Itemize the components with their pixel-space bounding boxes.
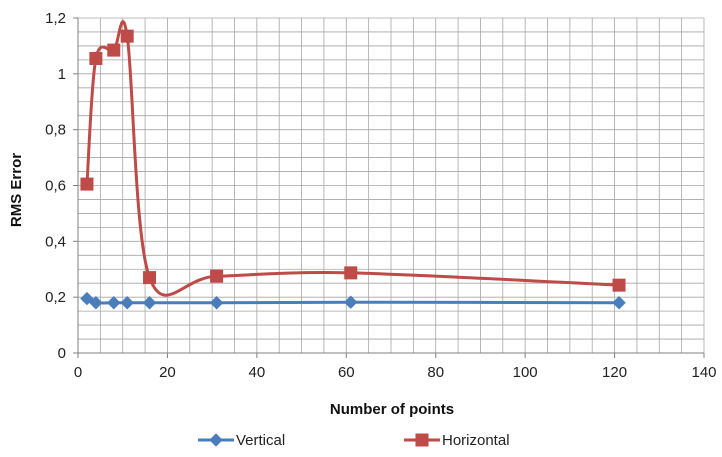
y-tick-label: 1 <box>58 66 66 83</box>
axes <box>73 17 705 358</box>
y-tick-label: 0,4 <box>45 233 66 250</box>
legend-marker-horizontal <box>415 433 429 447</box>
data-point-horizontal <box>344 266 358 280</box>
x-tick-label: 20 <box>159 364 176 381</box>
y-tick-label: 0,2 <box>45 289 66 306</box>
x-tick-label: 80 <box>427 364 444 381</box>
series-line-horizontal <box>85 20 620 297</box>
data-point-vertical <box>107 296 121 310</box>
x-axis-title: Number of points <box>330 401 454 418</box>
series-lines <box>85 20 620 305</box>
data-point-horizontal <box>80 177 94 191</box>
data-point-vertical <box>612 296 626 310</box>
data-point-horizontal <box>120 29 134 43</box>
x-tick-label: 60 <box>338 364 355 381</box>
x-tick-label: 100 <box>513 364 538 381</box>
data-point-vertical <box>209 296 224 310</box>
x-tick-label: 40 <box>249 364 266 381</box>
data-point-horizontal <box>107 43 121 57</box>
x-tick-label: 0 <box>74 364 82 381</box>
data-point-horizontal <box>612 278 626 292</box>
y-tick-label: 0 <box>58 345 66 362</box>
legend-label-vertical: Vertical <box>236 432 285 449</box>
data-point-vertical <box>120 296 134 310</box>
y-tick-label: 1,2 <box>45 10 66 27</box>
tick-labels: 0 20 40 60 80 100 120 140 0 0,2 0,4 0,6 0,8 1 1,2 <box>45 10 716 381</box>
legend: Vertical Horizontal <box>198 432 510 449</box>
x-tick-label: 120 <box>602 364 627 381</box>
data-point-horizontal <box>89 51 103 65</box>
data-point-horizontal <box>143 271 157 285</box>
series-markers <box>80 29 626 310</box>
legend-label-horizontal: Horizontal <box>442 432 510 449</box>
y-axis-title: RMS Error <box>8 153 25 227</box>
data-point-vertical <box>89 296 103 310</box>
data-point-horizontal <box>210 269 224 283</box>
data-point-vertical <box>344 295 358 309</box>
x-tick-label: 140 <box>691 364 716 381</box>
data-point-vertical <box>80 291 94 306</box>
legend-marker-vertical <box>209 433 223 447</box>
grid-lines <box>77 17 705 354</box>
y-tick-label: 0,8 <box>45 122 66 139</box>
data-point-vertical <box>142 296 157 310</box>
y-tick-label: 0,6 <box>45 178 66 195</box>
